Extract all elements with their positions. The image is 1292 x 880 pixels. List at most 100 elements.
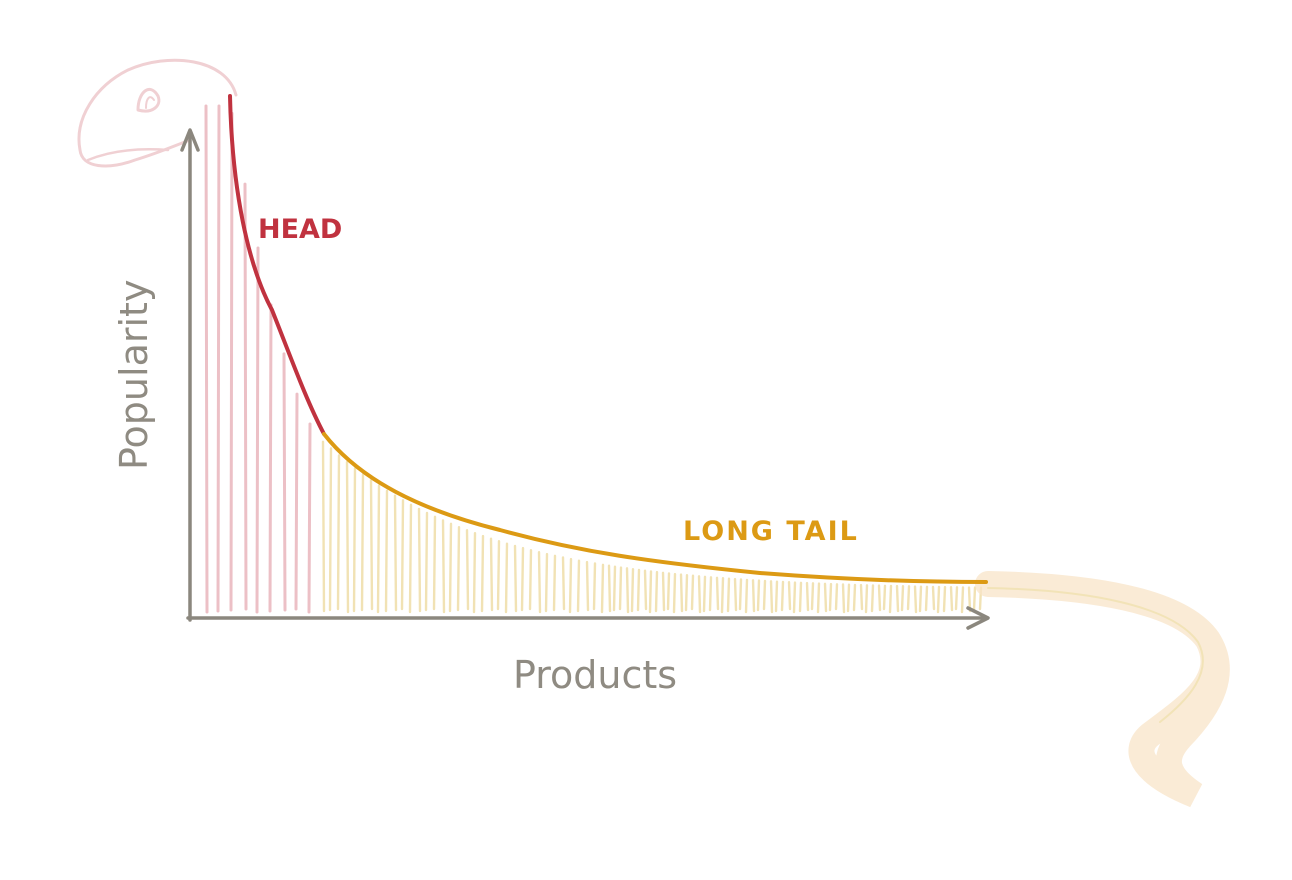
tail-bar [393, 494, 398, 612]
tail-bar [744, 578, 749, 614]
tail-bar [780, 580, 785, 612]
tail-bar [561, 556, 566, 611]
tail-bar [643, 569, 648, 611]
tail-bar [769, 580, 774, 614]
tail-extension [975, 571, 1230, 808]
axes [180, 128, 990, 630]
tail-bar [328, 447, 333, 612]
tail-bar [708, 576, 713, 612]
head-bar [204, 104, 209, 614]
tail-bar [384, 489, 389, 613]
tail-bar [424, 511, 429, 612]
tail-bar [369, 478, 374, 611]
head-bar [282, 352, 287, 612]
tail-bar [960, 586, 965, 614]
tail-bar [762, 579, 767, 611]
tail-bar [859, 583, 864, 611]
tail-bar [648, 570, 653, 614]
tail-bar [726, 577, 731, 613]
head-bar [268, 303, 273, 613]
tail-bar [630, 567, 635, 613]
tail-bar [798, 581, 803, 613]
y-axis-title: Popularity [112, 280, 156, 470]
tail-bar [432, 515, 437, 611]
long-tail-curve [322, 432, 988, 584]
tail-bar [864, 584, 869, 614]
tail-bar [852, 583, 857, 612]
tail-bar [936, 585, 941, 614]
tail-bar [805, 581, 810, 612]
tail-bar [841, 583, 846, 614]
tail-bar [441, 519, 446, 614]
tail-bar [576, 559, 581, 613]
tail-bar [787, 581, 792, 611]
tail-bar [408, 503, 413, 614]
tail-bar [636, 568, 641, 612]
tail-bar [888, 584, 893, 614]
long-tail-label: LONG TAIL [683, 516, 859, 547]
tail-bar [679, 573, 684, 613]
tail-bar [972, 586, 977, 612]
tail-bar [552, 554, 557, 612]
tail-bar [751, 579, 756, 613]
tail-bar [918, 585, 923, 613]
tail-bar [448, 522, 453, 613]
tail-bar [321, 440, 326, 613]
head-bar [229, 111, 234, 612]
tail-bar [465, 529, 470, 611]
head-bar [294, 392, 299, 611]
tail-bar [400, 499, 405, 611]
x-axis-arrowhead [966, 606, 990, 630]
tail-bar [618, 566, 623, 611]
tail-bar [661, 571, 666, 612]
dinosaur-head-sketch [77, 58, 238, 168]
tail-bar [504, 542, 509, 614]
head-curve [228, 94, 326, 436]
tail-bar [828, 582, 833, 612]
tail-bar [954, 586, 959, 611]
tail-bar [756, 579, 761, 612]
tail-bar [870, 584, 875, 613]
tail-bar [949, 586, 954, 612]
tail-bar [720, 577, 725, 614]
tail-bar [607, 564, 612, 613]
tail-bar [924, 585, 929, 612]
tail-bar [702, 575, 707, 613]
tail-bar [352, 467, 357, 613]
tail-bar [666, 572, 671, 611]
tail-bar [537, 550, 542, 614]
tail-bar [684, 574, 689, 612]
tail-bar [931, 585, 936, 611]
tail-bar [568, 557, 573, 614]
head-bars [204, 104, 312, 614]
tail-bar [900, 585, 905, 612]
tail-bar [592, 562, 597, 611]
tail-bar [733, 577, 738, 612]
tail-bar [882, 584, 887, 611]
tail-bar [913, 585, 918, 614]
tail-bar [612, 565, 617, 612]
tail-bar [513, 544, 518, 613]
tail-bar [489, 537, 494, 612]
tail-bar [528, 548, 533, 611]
tail-bar [690, 574, 695, 611]
tail-bar [834, 583, 839, 611]
tail-bar [544, 552, 549, 613]
tail-bar [496, 540, 501, 611]
tail-bar [895, 584, 900, 613]
tail-bar [376, 484, 381, 614]
tail-bar [654, 570, 659, 613]
tail-bar [846, 583, 851, 613]
tail-bar [472, 532, 477, 614]
tail-bar [715, 576, 720, 611]
head-label: HEAD [258, 214, 342, 245]
y-axis-arrowhead [180, 128, 200, 152]
tail-bar [345, 460, 350, 614]
tail-bar [816, 582, 821, 614]
head-bar [243, 182, 248, 611]
head-bar [255, 246, 260, 614]
tail-bar [906, 585, 911, 611]
tail-bar [480, 534, 485, 613]
tail-bar [456, 525, 461, 612]
